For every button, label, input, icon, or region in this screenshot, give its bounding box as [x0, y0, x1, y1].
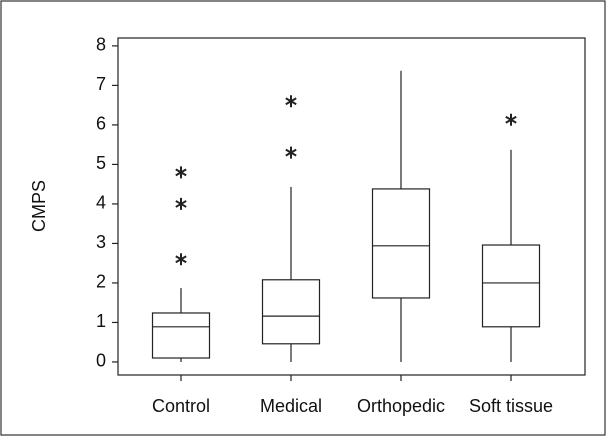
y-axis-label: CMPS [29, 180, 49, 232]
y-tick-label: 8 [96, 35, 106, 55]
outlier [285, 146, 297, 159]
x-tick-label: Soft tissue [469, 396, 553, 416]
y-tick-label: 5 [96, 153, 106, 173]
outlier [175, 253, 187, 266]
y-tick-label: 2 [96, 272, 106, 292]
y-tick-label: 3 [96, 232, 106, 252]
y-tick-label: 0 [96, 351, 106, 371]
outlier [175, 197, 187, 210]
y-tick-label: 1 [96, 311, 106, 331]
box [151, 312, 211, 359]
box [481, 244, 541, 328]
y-tick-label: 7 [96, 74, 106, 94]
box [261, 279, 321, 345]
outlier [285, 95, 297, 108]
outlier [175, 166, 187, 179]
outlier [505, 113, 517, 126]
plot-frame [117, 37, 586, 376]
y-tick-label: 6 [96, 114, 106, 134]
x-tick-label: Medical [260, 396, 322, 416]
x-tick-label: Control [152, 396, 210, 416]
x-tick-label: Orthopedic [357, 396, 445, 416]
box [371, 188, 431, 299]
y-tick-label: 4 [96, 193, 106, 213]
